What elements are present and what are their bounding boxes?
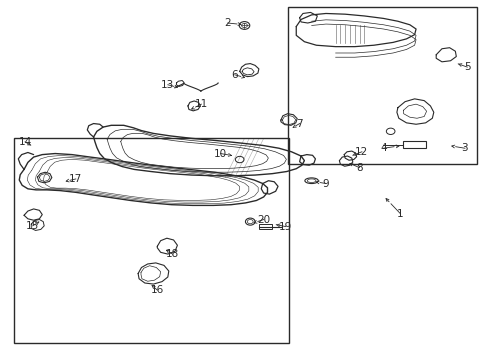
Text: 10: 10: [214, 149, 226, 158]
Text: 6: 6: [231, 70, 238, 80]
Text: 19: 19: [279, 221, 292, 231]
Text: 20: 20: [257, 215, 270, 225]
Text: 2: 2: [224, 18, 230, 28]
Text: 12: 12: [355, 147, 368, 157]
Text: 15: 15: [26, 221, 39, 231]
Text: 14: 14: [19, 137, 32, 147]
Bar: [287, 7, 476, 164]
Bar: [402, 141, 425, 148]
Text: 11: 11: [194, 99, 207, 109]
Text: 3: 3: [461, 143, 468, 153]
Bar: [258, 224, 272, 229]
Text: 1: 1: [396, 208, 403, 219]
Bar: [14, 138, 288, 343]
Text: 4: 4: [379, 143, 386, 153]
Text: 18: 18: [165, 249, 179, 259]
Text: 8: 8: [355, 163, 362, 173]
Text: 7: 7: [296, 118, 302, 129]
Text: 13: 13: [161, 80, 174, 90]
Text: 5: 5: [463, 62, 469, 72]
Text: 9: 9: [322, 179, 328, 189]
Text: 17: 17: [69, 174, 82, 184]
Text: 16: 16: [150, 285, 163, 295]
